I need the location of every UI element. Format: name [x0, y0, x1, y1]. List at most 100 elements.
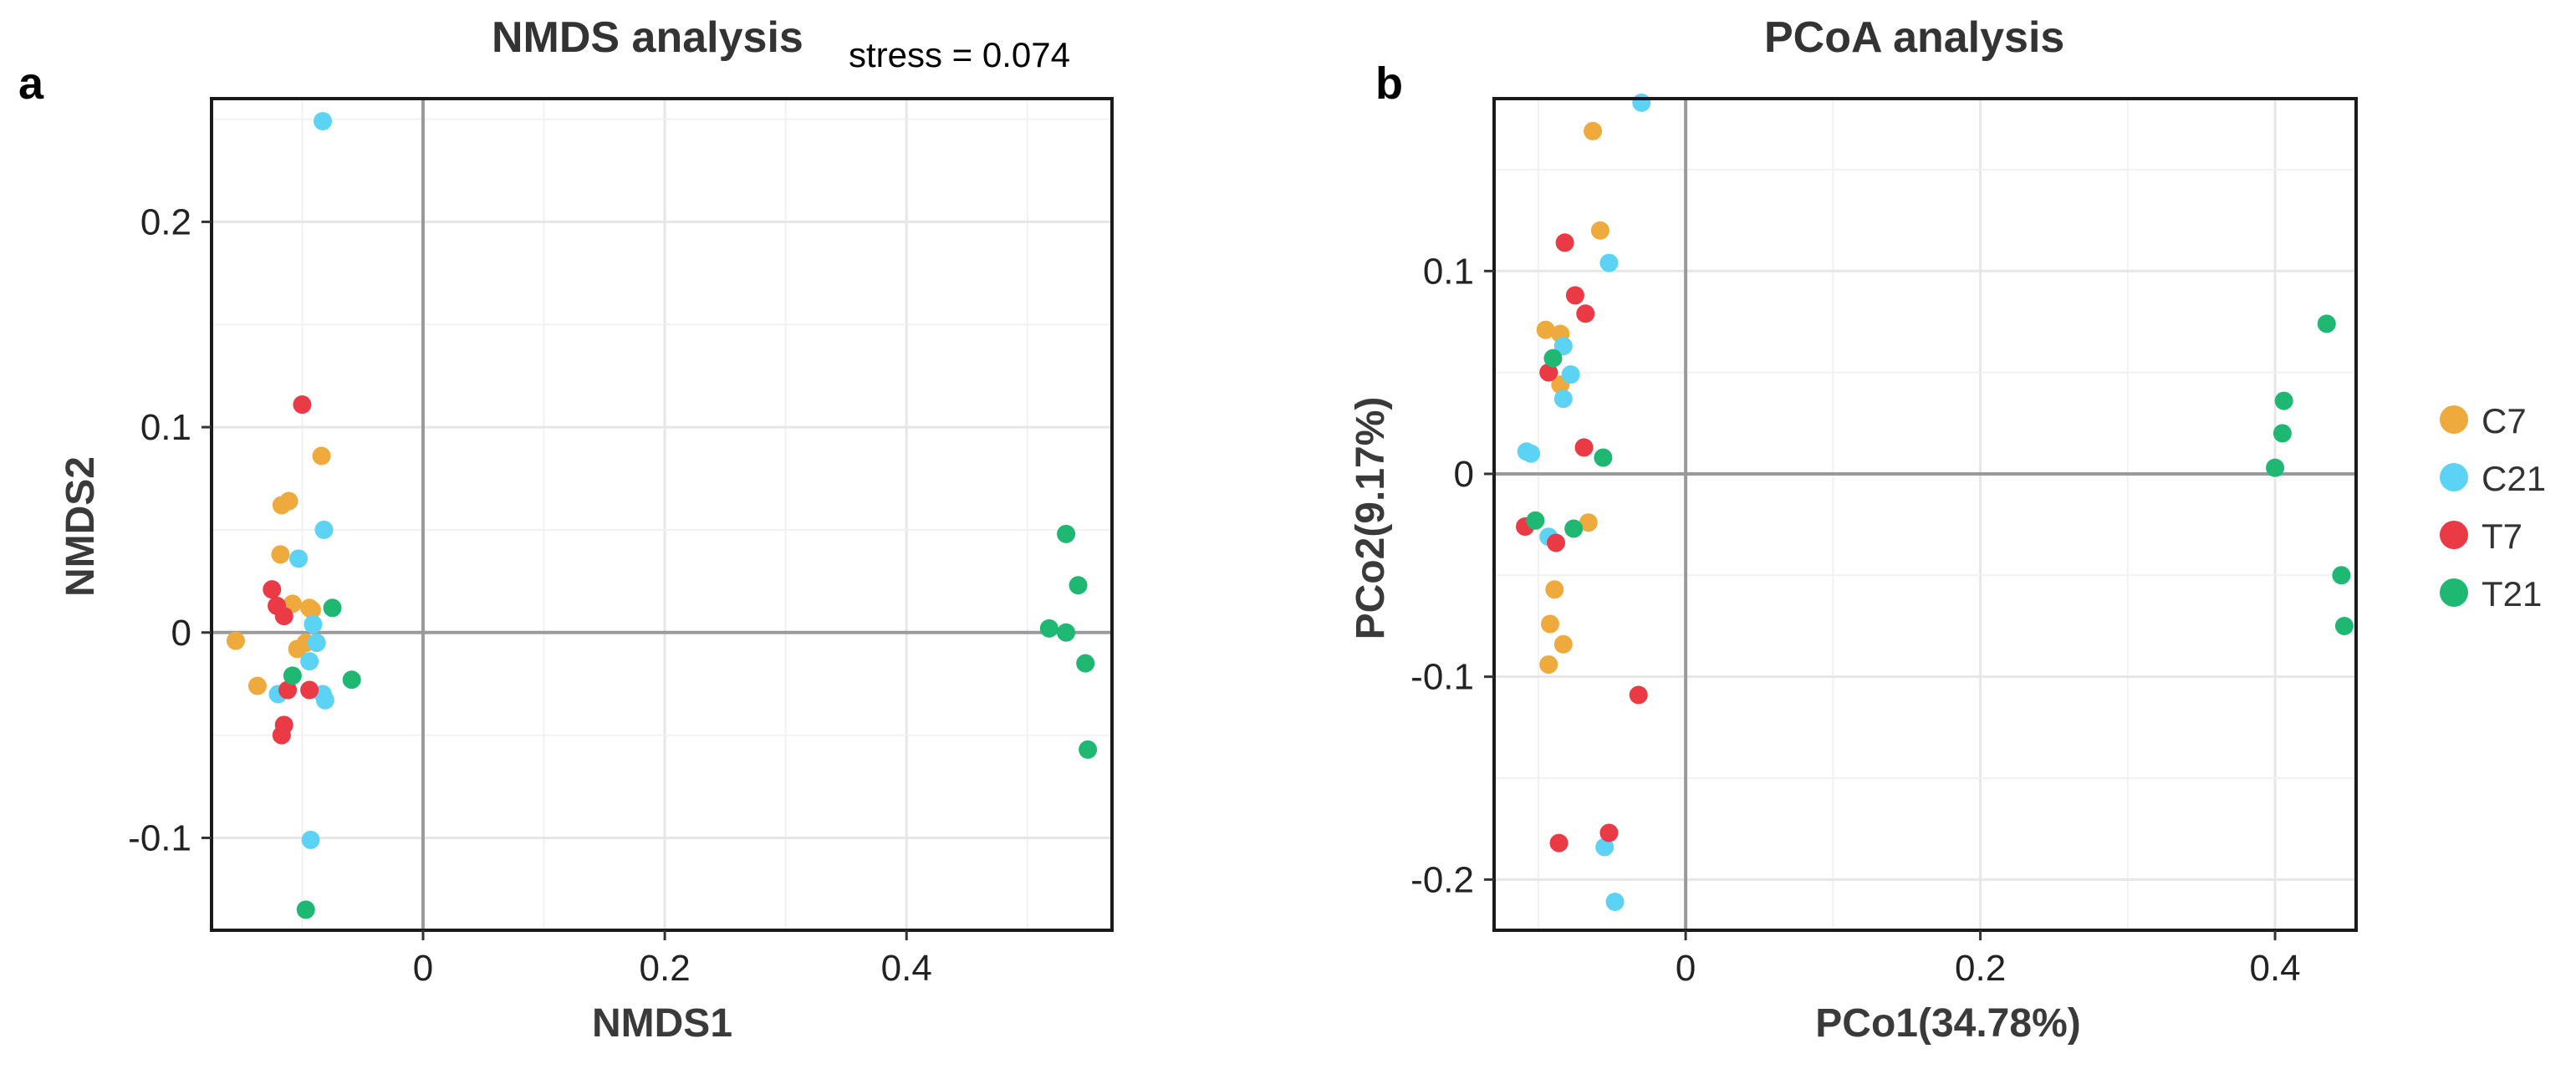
pcoa-point-c7	[1539, 655, 1558, 674]
nmds-x-tick-label: 0.4	[881, 948, 932, 989]
pcoa-y-tick-label: 0.1	[1423, 251, 1474, 292]
pcoa-point-c21	[1605, 893, 1625, 912]
pcoa-point-t7	[1549, 833, 1569, 853]
pcoa-point-t7	[1574, 438, 1594, 457]
pcoa-point-c21	[1595, 837, 1614, 857]
panel-a-letter: a	[18, 59, 44, 109]
pcoa-axis-ticks: 0 0.2 0.4 -0.2 -0.1 0 0.1	[1410, 251, 2300, 989]
legend-swatch-t7	[2440, 521, 2468, 549]
pcoa-point-t21	[2332, 566, 2351, 585]
pcoa-point-c7	[1590, 221, 1609, 240]
pcoa-point-t21	[2272, 424, 2292, 443]
nmds-point-c21	[313, 112, 332, 131]
pcoa-x-tick-label: 0.4	[2249, 948, 2300, 989]
nmds-y-tick-label: 0.2	[140, 201, 191, 242]
pcoa-point-t21	[1594, 448, 1613, 467]
pcoa-plot-frame	[1492, 97, 2358, 932]
legend-item-t21: T21	[2440, 574, 2542, 613]
nmds-point-c21	[301, 830, 320, 849]
nmds-point-c21	[289, 549, 309, 568]
pcoa-point-c21	[1553, 389, 1573, 409]
legend-item-t7: T7	[2440, 517, 2522, 556]
legend-label-c21: C21	[2482, 459, 2546, 498]
pcoa-point-t7	[1565, 286, 1584, 305]
nmds-point-t21	[1076, 654, 1095, 673]
pcoa-x-tick-label: 0	[1676, 948, 1696, 989]
nmds-x-tick-label: 0.2	[640, 948, 691, 989]
nmds-y-axis-title: NMDS2	[59, 456, 103, 597]
legend-swatch-c7	[2440, 405, 2468, 434]
nmds-point-c21	[300, 652, 319, 671]
legend: C7 C21 T7 T21	[2440, 401, 2546, 613]
pcoa-y-axis-title: PCo2(9.17%)	[1349, 397, 1393, 640]
nmds-point-t21	[1057, 623, 1076, 642]
nmds-point-c7	[226, 631, 245, 650]
pcoa-point-c7	[1553, 634, 1573, 654]
pcoa-point-c7	[1545, 580, 1564, 599]
pcoa-point-c21	[1599, 253, 1619, 272]
pcoa-point-t21	[2274, 391, 2293, 410]
nmds-point-c21	[314, 520, 334, 539]
nmds-gridlines	[212, 99, 1112, 930]
nmds-point-t21	[323, 598, 342, 618]
pcoa-point-t21	[2317, 314, 2336, 333]
legend-item-c7: C7	[2440, 401, 2527, 440]
legend-swatch-t21	[2440, 578, 2468, 607]
nmds-point-t7	[300, 680, 319, 700]
pcoa-point-t7	[1629, 685, 1648, 705]
panel-b-letter: b	[1375, 59, 1403, 109]
pcoa-point-t21	[1526, 511, 1545, 530]
nmds-title: NMDS analysis	[492, 13, 803, 62]
nmds-points	[226, 112, 1098, 919]
pcoa-points	[1516, 93, 2354, 912]
nmds-stress-note: stress = 0.074	[849, 35, 1070, 74]
nmds-point-c7	[271, 545, 290, 564]
nmds-x-tick-label: 0	[413, 948, 433, 989]
pcoa-point-t7	[1547, 533, 1566, 552]
legend-label-t7: T7	[2482, 517, 2522, 556]
pcoa-point-t7	[1599, 823, 1619, 842]
nmds-point-t21	[1079, 740, 1098, 759]
pcoa-point-t7	[1539, 363, 1558, 382]
legend-label-c7: C7	[2482, 401, 2527, 440]
nmds-point-t7	[293, 395, 312, 415]
nmds-point-t21	[1039, 618, 1058, 638]
legend-item-c21: C21	[2440, 459, 2546, 498]
nmds-point-c7	[312, 446, 331, 466]
nmds-point-t21	[1057, 524, 1076, 543]
pcoa-point-c7	[1540, 614, 1559, 634]
pcoa-point-t7	[1576, 304, 1595, 323]
legend-swatch-c21	[2440, 463, 2468, 491]
pcoa-point-c7	[1584, 121, 1603, 140]
nmds-point-t7	[274, 607, 293, 626]
nmds-axis-ticks: 0 0.2 0.4 -0.1 0 0.1 0.2	[128, 201, 932, 989]
pcoa-point-c7	[1579, 513, 1598, 532]
nmds-point-t21	[283, 666, 302, 685]
pcoa-y-tick-label: -0.2	[1410, 859, 1474, 900]
nmds-point-c21	[315, 690, 334, 710]
nmds-point-c21	[304, 614, 323, 634]
nmds-y-tick-label: -0.1	[128, 817, 191, 858]
nmds-point-t7	[274, 715, 293, 735]
pcoa-x-axis-title: PCo1(34.78%)	[1815, 1001, 2080, 1046]
legend-label-t21: T21	[2482, 574, 2542, 613]
pcoa-point-t21	[1564, 519, 1584, 538]
pcoa-point-t21	[2334, 616, 2354, 635]
nmds-point-t21	[296, 900, 315, 919]
nmds-plot-frame	[210, 97, 1114, 932]
pcoa-y-tick-label: -0.1	[1410, 657, 1474, 698]
nmds-point-c21	[307, 634, 326, 653]
pcoa-point-c21	[1632, 93, 1651, 112]
pcoa-y-tick-label: 0	[1454, 454, 1474, 495]
nmds-point-c7	[302, 600, 321, 619]
pcoa-point-t7	[1555, 233, 1574, 252]
nmds-panel: a NMDS analysis stress = 0.074 0 0.2 0.4 -0…	[18, 13, 1114, 1046]
nmds-point-t21	[342, 670, 361, 690]
nmds-x-axis-title: NMDS1	[592, 1001, 732, 1046]
nmds-y-tick-label: 0.1	[140, 407, 191, 448]
pcoa-gridlines	[1494, 99, 2356, 930]
pcoa-point-c21	[1553, 337, 1573, 356]
pcoa-title: PCoA analysis	[1764, 13, 2064, 62]
pcoa-x-tick-label: 0.2	[1955, 948, 2006, 989]
